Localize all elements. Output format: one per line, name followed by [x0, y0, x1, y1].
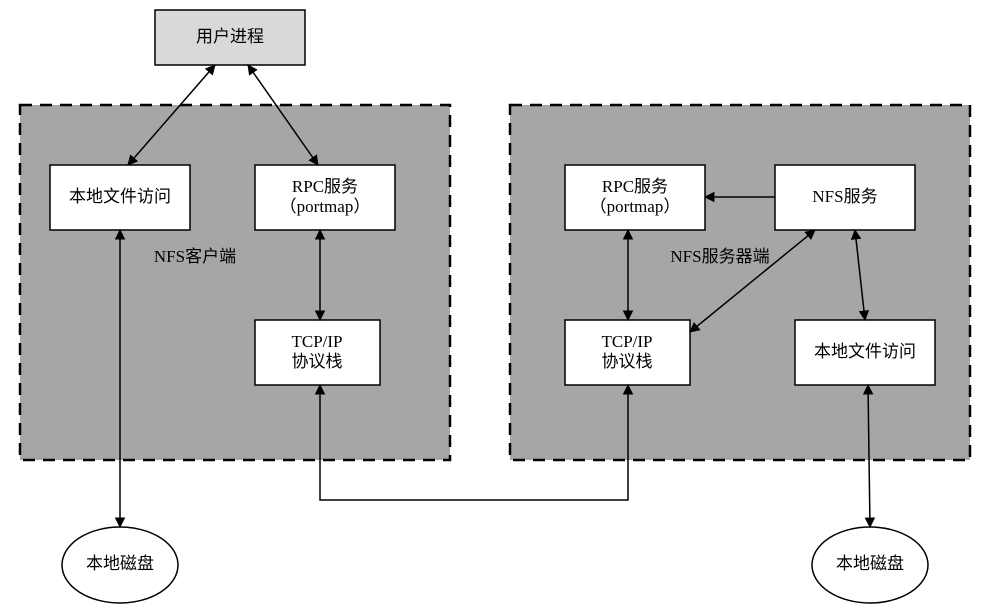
diagram-canvas: 用户进程 本地文件访问 RPC服务 （portmap） TCP/IP 协议栈 R… [0, 0, 1000, 605]
rpc-left-label1: RPC服务 [292, 177, 358, 196]
user-process-label: 用户进程 [196, 27, 264, 46]
client-container [20, 105, 450, 460]
client-container-label: NFS客户端 [154, 247, 236, 266]
tcp-left-label1: TCP/IP [291, 332, 342, 351]
nfs-service-label: NFS服务 [812, 187, 877, 206]
server-container [510, 105, 970, 460]
tcp-right-label2: 协议栈 [602, 352, 653, 371]
rpc-right-label2: （portmap） [590, 197, 681, 216]
rpc-left-label2: （portmap） [280, 197, 371, 216]
tcp-right-label1: TCP/IP [601, 332, 652, 351]
local-file-right-label: 本地文件访问 [814, 342, 916, 361]
server-container-label: NFS服务器端 [670, 247, 769, 266]
disk-right-label: 本地磁盘 [836, 554, 904, 573]
tcp-left-label2: 协议栈 [292, 352, 343, 371]
disk-left-label: 本地磁盘 [86, 554, 154, 573]
local-file-left-label: 本地文件访问 [69, 187, 171, 206]
rpc-right-label1: RPC服务 [602, 177, 668, 196]
